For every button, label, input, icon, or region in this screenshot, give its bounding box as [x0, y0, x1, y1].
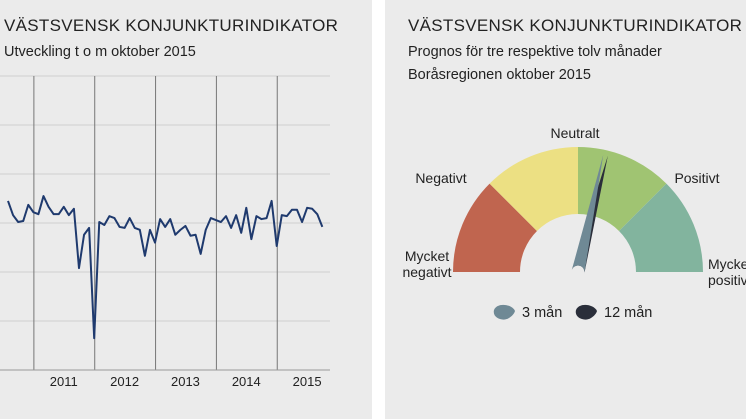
data-line: [7, 195, 324, 340]
gauge-chart: VÄSTSVENSK KONJUNKTURINDIKATOR Prognos f…: [408, 16, 742, 321]
legend-label: 3 mån: [522, 305, 562, 321]
gauge-label: Positivt: [674, 170, 720, 186]
legend-icon: [493, 304, 515, 320]
gauge-segment: [453, 183, 537, 272]
x-tick-label: 2015: [293, 374, 322, 389]
legend-label: 12 mån: [604, 305, 652, 321]
line-panel: VÄSTSVENSK KONJUNKTURINDIKATOR Utvecklin…: [0, 0, 372, 419]
gauge-panel: VÄSTSVENSK KONJUNKTURINDIKATOR Prognos f…: [385, 0, 746, 419]
chart-subtitle: Prognos för tre respektive tolv månader: [408, 44, 662, 60]
chart-subtitle: Boråsregionen oktober 2015: [408, 67, 591, 83]
x-tick-label: 2013: [171, 374, 200, 389]
gauge-label: Neutralt: [550, 125, 600, 141]
chart-title: VÄSTSVENSK KONJUNKTURINDIKATOR: [408, 16, 742, 35]
chart-title: VÄSTSVENSK KONJUNKTURINDIKATOR: [4, 16, 338, 35]
gauge-label: Mycket positivt: [708, 256, 746, 288]
x-tick-label: 2011: [50, 374, 78, 389]
gauge-label: Negativt: [415, 170, 467, 186]
chart-subtitle: Utveckling t o m oktober 2015: [4, 44, 196, 60]
gauge-segment: [489, 147, 578, 231]
legend-icon: [575, 304, 597, 320]
line-chart: VÄSTSVENSK KONJUNKTURINDIKATOR Utvecklin…: [0, 16, 338, 389]
x-tick-label: 2012: [110, 374, 139, 389]
x-tick-label: 2014: [232, 374, 261, 389]
gauge-label: Mycket negativt: [402, 248, 452, 280]
needle: [571, 154, 604, 274]
gauge-segment: [619, 183, 703, 272]
